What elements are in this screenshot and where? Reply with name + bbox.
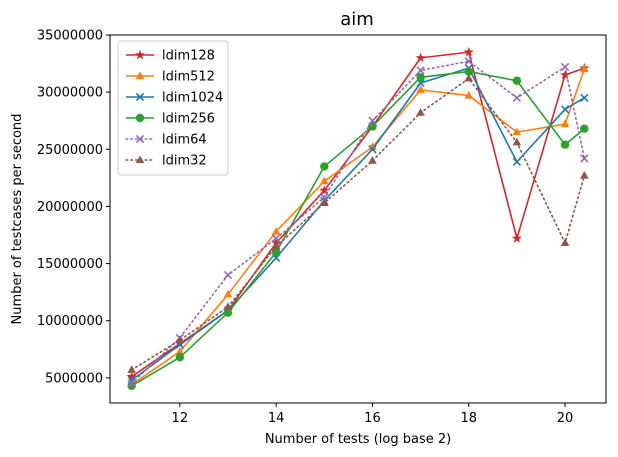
legend-label: ldim128: [162, 49, 215, 64]
data-point-ldim512: [223, 289, 233, 298]
data-point-ldim64: [127, 379, 136, 388]
data-point-ldim64: [464, 57, 473, 66]
y-axis-label: Number of testcases per second: [10, 114, 25, 325]
legend-item-ldim256: ldim256: [126, 112, 215, 127]
data-point-ldim32: [127, 365, 136, 373]
data-point-ldim512: [580, 64, 589, 73]
data-point-ldim512: [560, 119, 570, 128]
data-point-ldim256: [560, 140, 570, 149]
y-tick-label: 5000000: [45, 371, 103, 386]
data-point-ldim128: [463, 46, 474, 57]
data-point-ldim1024: [560, 105, 570, 114]
data-point-ldim256: [580, 124, 589, 133]
legend-marker: [135, 49, 145, 60]
data-point-ldim256: [127, 381, 136, 391]
x-tick-label: 12: [172, 411, 189, 426]
data-point-ldim32: [560, 238, 570, 246]
data-point-ldim512: [512, 127, 522, 136]
data-point-ldim256: [512, 76, 522, 85]
data-point-ldim32: [175, 335, 185, 344]
data-point-ldim512: [416, 85, 425, 93]
data-point-ldim512: [464, 90, 474, 99]
data-point-ldim256: [416, 73, 425, 82]
plot-frame: [109, 34, 607, 404]
series-ldim64: [127, 57, 589, 388]
data-point-ldim128: [560, 69, 571, 80]
legend-marker: [135, 113, 145, 123]
legend-item-ldim32: ldim32: [125, 154, 207, 169]
data-point-ldim32: [580, 170, 589, 179]
x-tick-label: 18: [460, 411, 477, 426]
data-point-ldim32: [368, 156, 377, 164]
y-tick-label: 30000000: [37, 86, 103, 101]
legend-label: ldim256: [162, 112, 215, 127]
data-point-ldim64: [320, 193, 329, 202]
legend: ldim128 ldim512 ldim1024 ldim256 ldim64 ldim3…: [117, 40, 229, 176]
data-point-ldim1024: [368, 145, 377, 154]
data-point-ldim32: [416, 108, 425, 116]
data-point-ldim1024: [512, 157, 522, 167]
x-tick-label: 14: [268, 411, 285, 426]
legend-label: ldim512: [162, 70, 215, 85]
data-point-ldim32: [464, 73, 474, 82]
data-point-ldim128: [415, 52, 426, 63]
x-axis-label: Number of tests (log base 2): [265, 432, 451, 447]
data-point-ldim64: [271, 234, 281, 243]
data-point-ldim128: [319, 185, 330, 195]
data-point-ldim256: [175, 353, 185, 362]
data-point-ldim64: [223, 270, 233, 280]
data-point-ldim32: [223, 302, 233, 310]
x-tick-label: 16: [364, 411, 381, 426]
legend-marker: [135, 155, 145, 163]
y-tick-label: 25000000: [37, 143, 103, 158]
data-point-ldim512: [271, 226, 281, 235]
y-axis: 5000000 10000000 15000000 20000000 25000000 3…: [37, 29, 110, 386]
data-point-ldim32: [271, 241, 281, 250]
legend-marker: [135, 134, 145, 144]
legend-label: ldim32: [162, 154, 207, 169]
data-point-ldim32: [512, 137, 522, 146]
y-tick-label: 20000000: [37, 200, 103, 215]
data-point-ldim32: [319, 198, 329, 206]
data-point-ldim512: [175, 346, 185, 355]
legend-item-ldim1024: ldim1024: [126, 91, 223, 106]
chart-title: aim: [340, 9, 374, 30]
data-point-ldim256: [464, 67, 473, 76]
data-point-ldim256: [223, 308, 233, 317]
x-axis: 12 14 16 18 20: [172, 403, 574, 426]
y-tick-label: 15000000: [37, 257, 103, 272]
y-tick-label: 10000000: [37, 314, 103, 329]
data-point-ldim64: [368, 116, 377, 125]
data-point-ldim64: [416, 66, 425, 75]
legend-marker: [135, 71, 145, 79]
data-point-ldim128: [511, 233, 522, 243]
legend-item-ldim64: ldim64: [125, 133, 207, 148]
legend-item-ldim512: ldim512: [126, 70, 215, 85]
y-tick-label: 35000000: [37, 29, 103, 44]
data-point-ldim64: [560, 62, 570, 72]
data-point-ldim64: [580, 154, 589, 163]
series-layer: [126, 46, 590, 391]
legend-label: ldim1024: [162, 91, 223, 106]
legend-item-ldim128: ldim128: [126, 49, 215, 64]
data-point-ldim1024: [580, 93, 589, 103]
legend-label: ldim64: [162, 133, 207, 148]
data-point-ldim64: [512, 93, 522, 103]
x-tick-label: 20: [557, 411, 574, 426]
legend-box: [117, 40, 229, 176]
legend-marker: [135, 92, 145, 102]
data-point-ldim128: [126, 371, 137, 381]
data-point-ldim512: [319, 176, 329, 185]
data-point-ldim256: [320, 162, 329, 171]
series-ldim32: [127, 73, 589, 373]
